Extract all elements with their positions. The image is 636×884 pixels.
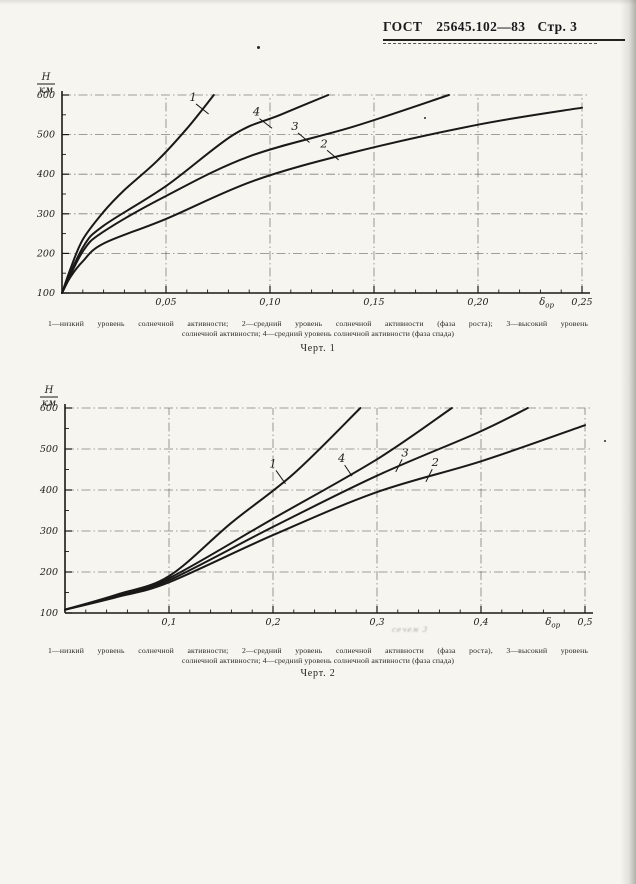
y-axis-label-numerator: H [44, 385, 54, 396]
curve-label-leader [259, 118, 273, 129]
chart-figure-2: 0,1 0,2 0,3 0,4 0,5 100 200 300 400 500 600 δор Hкм 1… [39, 385, 593, 630]
curve-1 [61, 94, 215, 294]
curve-label-leader [275, 470, 286, 485]
x-tick-label: 0,3 [369, 617, 384, 628]
curve-label-1: 1 [189, 90, 196, 104]
x-tick-label: 0,15 [363, 297, 384, 308]
header-gost: ГОСТ [383, 19, 423, 34]
curve-1 [64, 407, 362, 611]
figure-1-caption: 1—низкий уровень солнечной активности; 2… [48, 319, 588, 339]
scan-speck [424, 117, 426, 119]
x-tick-label: 0,25 [571, 297, 592, 308]
x-tick-label: 0,5 [577, 617, 592, 628]
curve-3 [64, 407, 529, 611]
x-tick-label: 0,20 [467, 297, 488, 308]
header-rule [383, 39, 625, 41]
curve-4 [61, 94, 330, 294]
figure-2-caption-line1: 1—низкий уровень солнечной активности; 2… [48, 646, 588, 655]
y-axis-label-numerator: H [41, 72, 51, 83]
y-axis-label-denominator: км [39, 85, 53, 96]
x-axis-symbol: δор [539, 297, 554, 310]
chart-figure-1: 0,05 0,10 0,15 0,20 0,25 100 200 300 400 500 600 δо… [36, 72, 593, 310]
scan-speck [257, 46, 260, 49]
curve-label-leader [425, 468, 433, 483]
figure-2-title: Черт. 2 [300, 668, 336, 679]
curve-label-2: 2 [319, 136, 327, 150]
curve-label-leader [326, 149, 339, 161]
figure-2-caption-line2: солнечной активности; 4—средний уровень … [181, 656, 455, 665]
curve-label-4: 4 [337, 451, 345, 465]
curve-label-4: 4 [252, 105, 260, 119]
figure-1-caption-line2: солнечной активности; 4—средний уровень … [181, 329, 455, 338]
curve-label-3: 3 [401, 445, 408, 459]
curve-label-leader [195, 103, 209, 115]
page-header: ГОСТ 25645.102—83 Стр. 3 [383, 19, 625, 35]
header-rule-secondary [383, 43, 597, 44]
curve-4 [64, 407, 453, 611]
curve-label-leader [344, 464, 353, 477]
curve-2 [64, 424, 586, 611]
figure-1-caption-line1: 1—низкий уровень солнечной активности; 2… [48, 319, 588, 328]
x-axis-symbol: δор [545, 617, 560, 630]
x-tick-label: 0,2 [265, 617, 280, 628]
x-tick-label: 0,4 [473, 617, 488, 628]
curve-label-leader [395, 459, 403, 473]
y-tick-label: 400 [36, 169, 55, 180]
figure-1-title: Черт. 1 [300, 343, 336, 354]
curve-label-1: 1 [269, 456, 276, 470]
x-tick-label: 0,05 [155, 297, 176, 308]
scan-speck [604, 440, 606, 442]
y-tick-label: 200 [36, 248, 55, 259]
figure-2-caption: 1—низкий уровень солнечной активности; 2… [48, 646, 588, 666]
y-tick-label: 500 [37, 130, 55, 141]
y-tick-label: 300 [37, 209, 55, 220]
x-tick-label: 0,10 [259, 297, 280, 308]
curve-label-3: 3 [291, 119, 298, 133]
curve-label-leader [297, 132, 310, 143]
header-standard-number: 25645.102—83 [436, 19, 526, 34]
curve-2 [61, 106, 583, 294]
header-page-number: Стр. 3 [537, 19, 578, 34]
y-tick-label: 200 [39, 567, 58, 578]
y-tick-label: 100 [40, 608, 58, 619]
y-tick-label: 600 [40, 403, 58, 414]
curve-label-2: 2 [431, 455, 439, 469]
y-tick-label: 600 [37, 90, 55, 101]
curve-3 [61, 94, 450, 294]
scan-artifact-text: сечем 3 [391, 626, 429, 634]
y-axis-label-denominator: км [42, 398, 56, 409]
x-tick-label: 0,1 [161, 617, 176, 628]
y-tick-label: 300 [40, 526, 58, 537]
y-tick-label: 100 [37, 288, 55, 299]
y-tick-label: 400 [39, 485, 58, 496]
y-tick-label: 500 [40, 444, 58, 455]
